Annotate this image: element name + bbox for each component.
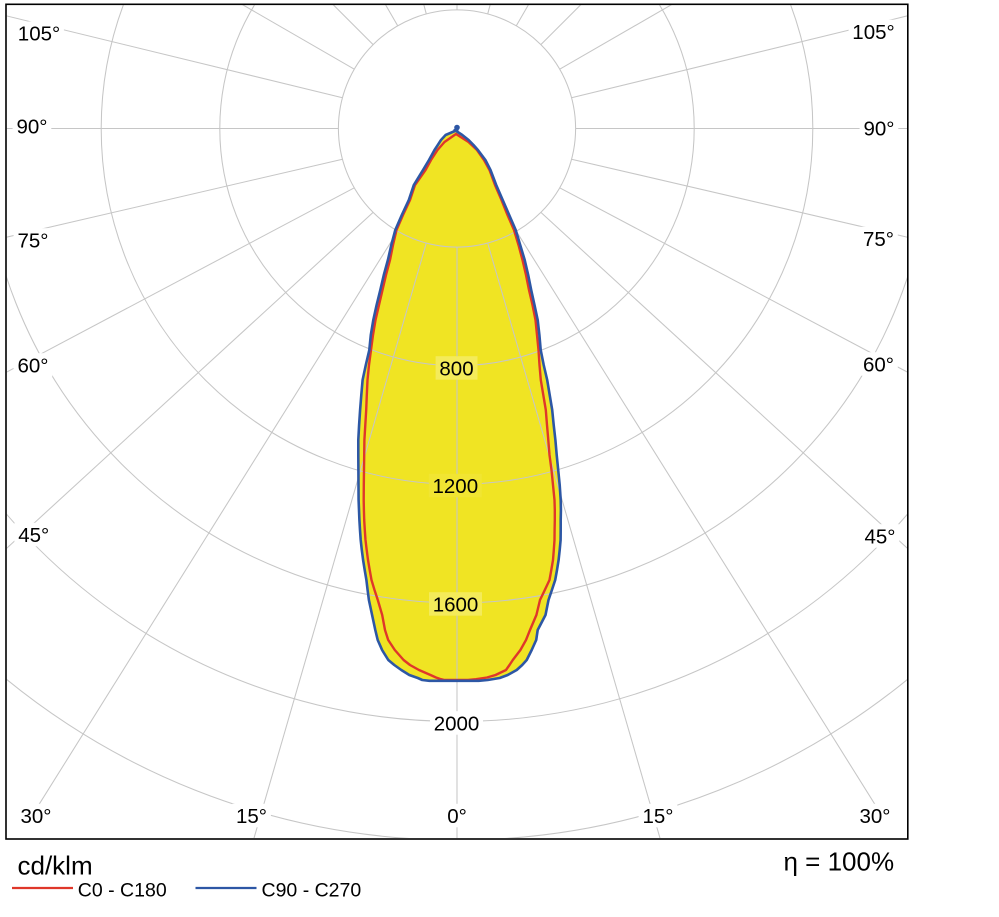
svg-text:cd/klm: cd/klm <box>18 851 93 881</box>
svg-text:1600: 1600 <box>433 593 479 616</box>
svg-text:45°: 45° <box>18 524 49 547</box>
svg-text:30°: 30° <box>20 805 51 828</box>
svg-text:1200: 1200 <box>432 475 478 498</box>
svg-text:η = 100%: η = 100% <box>784 846 895 876</box>
svg-text:30°: 30° <box>859 805 890 828</box>
svg-text:105°: 105° <box>18 23 60 46</box>
svg-text:75°: 75° <box>17 229 48 252</box>
svg-text:90°: 90° <box>16 115 47 138</box>
svg-text:800: 800 <box>439 357 473 380</box>
svg-text:60°: 60° <box>17 354 48 377</box>
svg-text:105°: 105° <box>852 21 894 44</box>
svg-text:2000: 2000 <box>434 712 480 735</box>
svg-text:60°: 60° <box>863 353 894 376</box>
svg-text:C90 - C270: C90 - C270 <box>262 880 362 902</box>
svg-text:15°: 15° <box>236 805 267 828</box>
svg-text:75°: 75° <box>863 228 894 251</box>
svg-text:C0 - C180: C0 - C180 <box>78 880 167 902</box>
svg-text:90°: 90° <box>863 117 894 140</box>
svg-text:45°: 45° <box>864 525 895 548</box>
svg-text:0°: 0° <box>447 805 467 828</box>
svg-text:15°: 15° <box>642 805 673 828</box>
